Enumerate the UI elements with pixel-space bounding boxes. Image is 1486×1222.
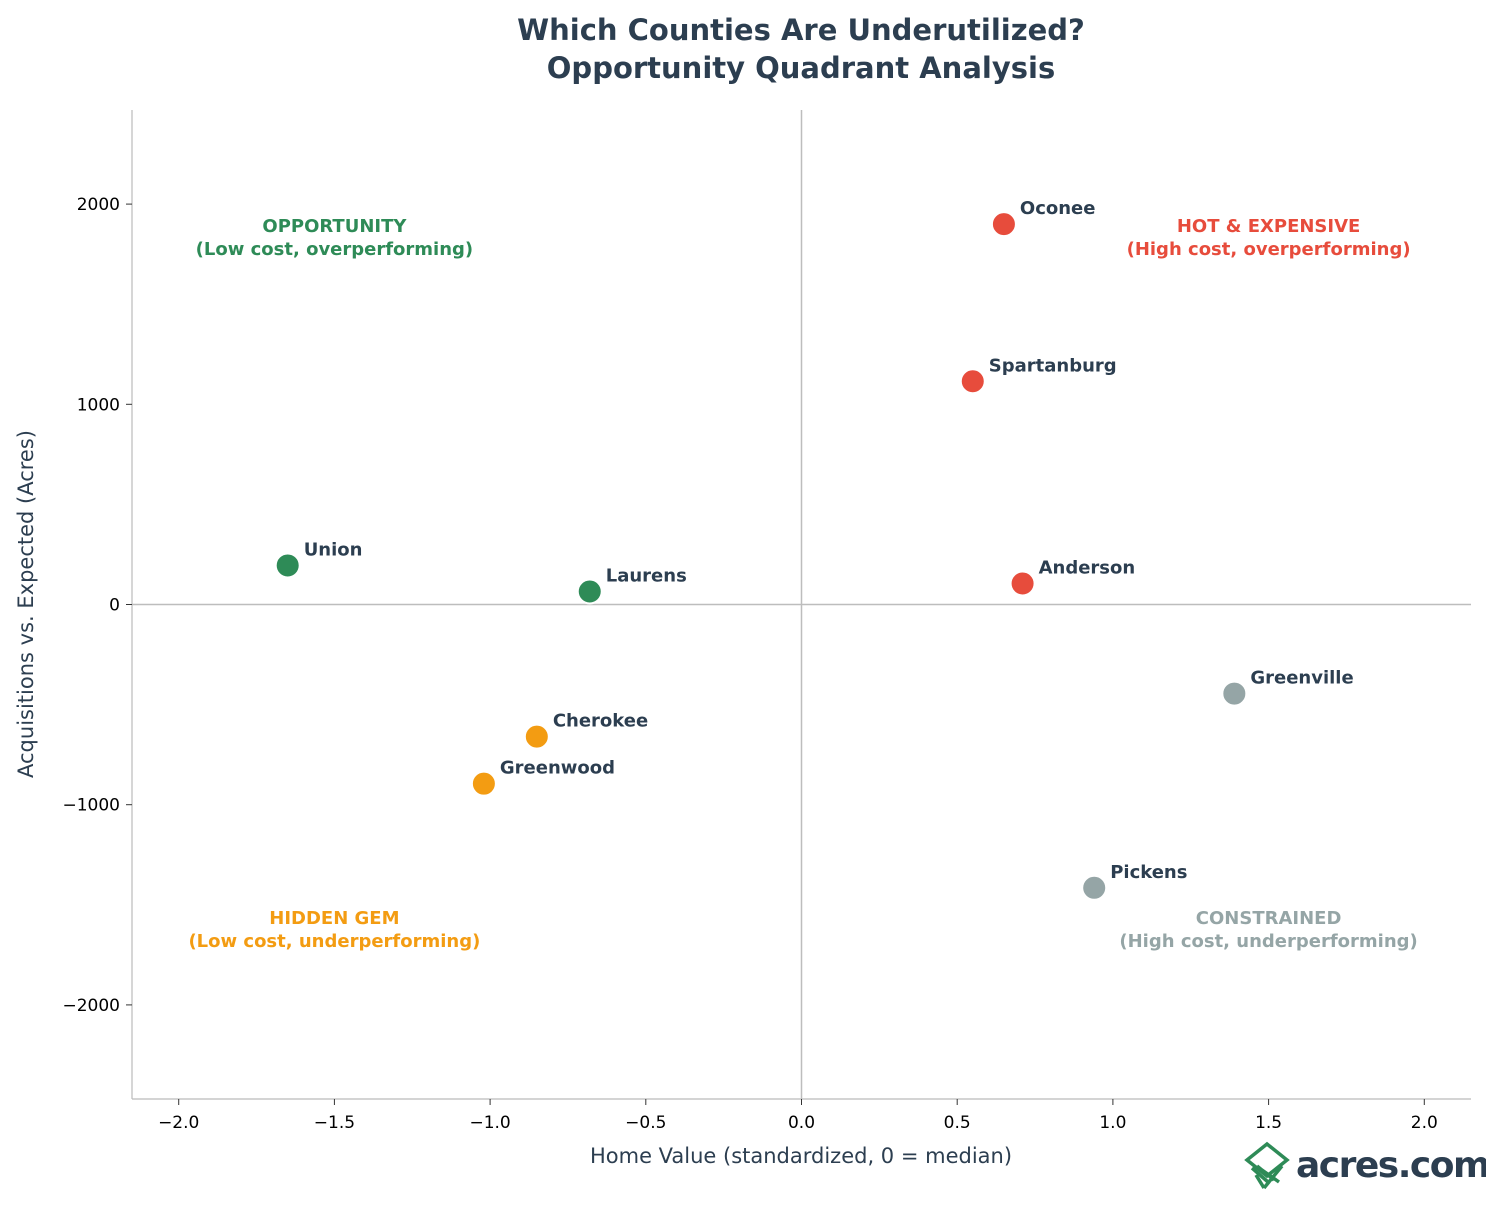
x-tick-label: 1.5 (1255, 1113, 1282, 1133)
point-laurens (576, 578, 603, 605)
x-tick-label: −1.0 (469, 1113, 510, 1133)
acres-logo: acres.com (1244, 1141, 1486, 1190)
quadrant-title-opportunity: OPPORTUNITY (262, 216, 407, 237)
quadrant-labels: OPPORTUNITY(Low cost, overperforming) HOT… (188, 216, 1417, 952)
point-label-oconee: Oconee (1020, 198, 1096, 219)
point-label-spartanburg: Spartanburg (989, 355, 1117, 376)
point-label-laurens: Laurens (606, 565, 687, 586)
point-label-pickens: Pickens (1110, 862, 1187, 883)
axis-ticks: −2.0 −1.5 −1.0 −0.5 0.0 0.5 1.0 1.5 2.0 2000 1000 0… (62, 195, 1437, 1133)
quadrant-subtitle-hidden: (Low cost, underperforming) (188, 931, 480, 952)
point-label-union: Union (304, 539, 363, 560)
chart-title-line1: Which Counties Are Underutilized? (517, 13, 1085, 47)
data-points: Oconee Spartanburg Anderson Greenville Picke… (274, 198, 1354, 901)
x-tick-label: −0.5 (625, 1113, 666, 1133)
x-tick-label: 1.0 (1099, 1113, 1126, 1133)
x-tick-label: 0.0 (788, 1113, 815, 1133)
x-tick-label: 0.5 (944, 1113, 971, 1133)
y-tick-label: 0 (109, 596, 120, 616)
x-tick-label: −1.5 (314, 1113, 355, 1133)
point-anderson (1009, 570, 1036, 597)
point-label-greenville: Greenville (1250, 668, 1353, 689)
x-tick-label: 2.0 (1411, 1113, 1438, 1133)
reference-lines (132, 110, 1471, 1099)
point-pickens (1081, 874, 1108, 901)
y-tick-label: 1000 (77, 395, 120, 415)
point-label-anderson: Anderson (1039, 557, 1136, 578)
point-greenville (1221, 680, 1248, 707)
quadrant-subtitle-constrained: (High cost, underperforming) (1119, 931, 1417, 952)
quadrant-title-constrained: CONSTRAINED (1196, 908, 1342, 929)
point-greenwood (470, 770, 497, 797)
quadrant-subtitle-hot: (High cost, overperforming) (1127, 239, 1411, 260)
point-spartanburg (959, 368, 986, 395)
y-tick-label: −1000 (62, 796, 120, 816)
acres-logo-mark-icon (1244, 1141, 1290, 1190)
point-union (274, 552, 301, 579)
quadrant-title-hidden: HIDDEN GEM (269, 908, 399, 929)
x-axis-label: Home Value (standardized, 0 = median) (590, 1144, 1012, 1168)
y-tick-label: 2000 (77, 195, 120, 215)
chart-title-line2: Opportunity Quadrant Analysis (547, 51, 1055, 85)
y-axis-label: Acquisitions vs. Expected (Acres) (14, 430, 38, 778)
y-tick-label: −2000 (62, 996, 120, 1016)
point-label-cherokee: Cherokee (553, 711, 648, 732)
point-cherokee (523, 723, 550, 750)
quadrant-title-hot: HOT & EXPENSIVE (1177, 216, 1361, 237)
point-oconee (990, 211, 1017, 238)
quadrant-subtitle-opportunity: (Low cost, overperforming) (196, 239, 474, 260)
x-tick-label: −2.0 (158, 1113, 199, 1133)
point-label-greenwood: Greenwood (500, 758, 615, 779)
acres-logo-text: acres.com (1296, 1145, 1486, 1186)
